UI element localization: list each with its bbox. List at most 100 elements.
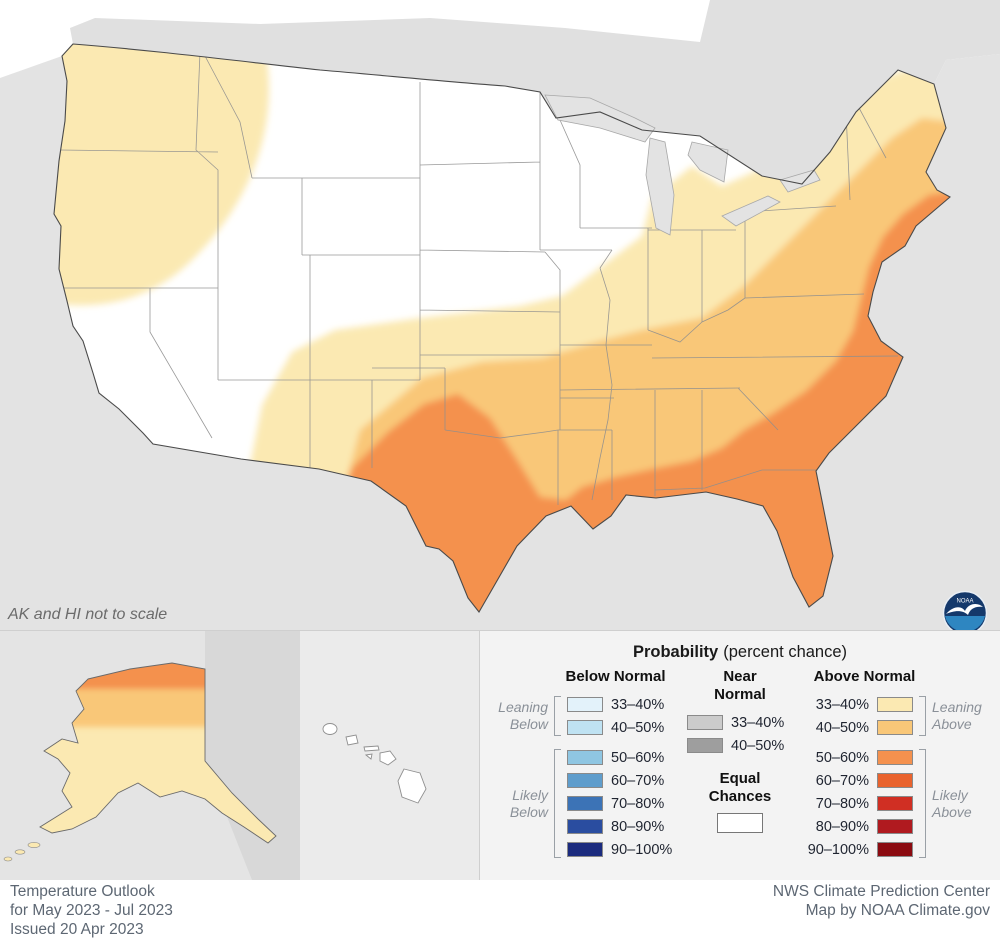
legend-swatch xyxy=(687,715,723,730)
lake-erie xyxy=(721,195,781,227)
legend-row: 50–60% xyxy=(807,746,913,769)
legend-panel: Probability (percent chance) Below Normal… xyxy=(480,631,1000,880)
noaa-logo-text: NOAA xyxy=(956,599,973,605)
near-normal-header: Near Normal xyxy=(714,668,766,703)
noaa-logo: NOAA xyxy=(942,590,988,636)
likely-below-group: Likely Below 50–60% 60–70% 70–80% 80–90% 90–… xyxy=(492,746,673,861)
legend-swatch xyxy=(567,773,603,788)
us-outline xyxy=(53,43,951,613)
likely-below-label: Likely Below xyxy=(509,786,548,820)
legend-row: 50–60% xyxy=(567,746,673,769)
below-leaning-rows: 33–40% 40–50% xyxy=(567,693,673,739)
conus-map xyxy=(0,0,1000,630)
noaa-logo-sea xyxy=(945,616,985,632)
legend-row: 90–100% xyxy=(807,838,913,861)
legend-row: 80–90% xyxy=(567,815,673,838)
legend-swatch xyxy=(877,796,913,811)
leaning-above-group: 33–40% 40–50% Leaning Above xyxy=(807,693,988,739)
ocean-mexico-region xyxy=(0,54,1000,630)
legend-swatch xyxy=(687,738,723,753)
legend-row-label: 60–70% xyxy=(815,772,869,789)
aleutian-islands xyxy=(3,842,41,862)
legend-row-label: 33–40% xyxy=(731,714,785,731)
likely-above-group: 50–60% 60–70% 70–80% 80–90% 90–100% Likely A… xyxy=(807,746,988,861)
legend-row: 60–70% xyxy=(567,769,673,792)
leaning-below-group: Leaning Below 33–40% 40–50% xyxy=(492,693,673,739)
lake-superior xyxy=(544,94,656,143)
noaa-bird-icon xyxy=(946,603,983,615)
legend-column-near-normal: Near Normal 33–40% 40–50% Equal Chances xyxy=(681,668,799,833)
below-normal-header: Below Normal xyxy=(565,668,666,685)
alaska-map xyxy=(3,631,300,880)
footer-line: Issued 20 Apr 2023 xyxy=(10,921,144,938)
legend-swatch xyxy=(877,750,913,765)
legend-row-label: 50–60% xyxy=(611,749,665,766)
hawaii-island xyxy=(345,734,359,746)
legend-columns: Below Normal Leaning Below 33–40% 40–50% … xyxy=(492,668,988,861)
legend-bracket xyxy=(919,749,926,858)
alaska-inset xyxy=(0,631,300,880)
legend-row-label: 90–100% xyxy=(611,841,673,858)
hawaii-island xyxy=(364,753,373,760)
great-lakes xyxy=(544,94,821,236)
legend-row: 40–50% xyxy=(687,734,793,757)
legend-row: 60–70% xyxy=(807,769,913,792)
legend-swatch xyxy=(567,697,603,712)
legend-bracket xyxy=(919,696,926,736)
equal-chances-header: Equal Chances xyxy=(708,770,772,805)
legend-column-above-normal: Above Normal 33–40% 40–50% Leaning Above … xyxy=(807,668,988,861)
canada-region xyxy=(70,0,1000,184)
legend-row-label: 90–100% xyxy=(807,841,869,858)
hawaii-island xyxy=(363,745,380,752)
legend-row: 80–90% xyxy=(807,815,913,838)
hawaii-inset xyxy=(300,631,480,880)
hawaii-island xyxy=(397,768,427,804)
legend-title-main: Probability xyxy=(632,643,719,661)
alaska-outline xyxy=(39,662,277,844)
footer-line: Map by NOAA Climate.gov xyxy=(805,902,990,919)
legend-row: 33–40% xyxy=(567,693,673,716)
legend-row: 70–80% xyxy=(567,792,673,815)
footer-right: NWS Climate Prediction Center Map by NOA… xyxy=(773,882,990,920)
legend-swatch xyxy=(567,819,603,834)
legend-row-label: 40–50% xyxy=(731,737,785,754)
above-normal-header: Above Normal xyxy=(813,668,916,685)
legend-row-label: 33–40% xyxy=(611,696,665,713)
legend-row: 40–50% xyxy=(807,716,913,739)
footer-left: Temperature Outlook for May 2023 - Jul 2… xyxy=(10,882,173,938)
footer-line: NWS Climate Prediction Center xyxy=(772,883,990,900)
legend-swatch xyxy=(877,773,913,788)
above-leaning-rows: 33–40% 40–50% xyxy=(807,693,913,739)
legend-row-label: 70–80% xyxy=(815,795,869,812)
hawaii-island xyxy=(322,723,338,735)
near-normal-rows: 33–40% 40–50% xyxy=(687,711,793,757)
legend-swatch xyxy=(877,819,913,834)
legend-row: 40–50% xyxy=(567,716,673,739)
region-above-33-40-northwest xyxy=(54,44,269,306)
state-borders xyxy=(56,51,899,505)
leaning-above-label: Leaning Above xyxy=(932,699,982,732)
insets-row: Probability (percent chance) Below Normal… xyxy=(0,630,1000,880)
lake-michigan xyxy=(645,137,675,236)
legend-swatch xyxy=(567,796,603,811)
leaning-below-label: Leaning Below xyxy=(498,699,548,732)
legend-row-label: 70–80% xyxy=(611,795,665,812)
footer-line: for May 2023 - Jul 2023 xyxy=(10,902,173,919)
footer: Temperature Outlook for May 2023 - Jul 2… xyxy=(0,880,1000,938)
legend-swatch xyxy=(877,842,913,857)
legend-row: 70–80% xyxy=(807,792,913,815)
legend-title: Probability (percent chance) xyxy=(492,643,988,662)
legend-column-below-normal: Below Normal Leaning Below 33–40% 40–50% … xyxy=(492,668,673,861)
hawaii-map xyxy=(322,723,427,804)
legend-swatch xyxy=(567,720,603,735)
legend-row-label: 40–50% xyxy=(611,719,665,736)
legend-row-label: 40–50% xyxy=(815,719,869,736)
scale-note: AK and HI not to scale xyxy=(8,606,168,623)
above-likely-rows: 50–60% 60–70% 70–80% 80–90% 90–100% xyxy=(807,746,913,861)
below-likely-rows: 50–60% 60–70% 70–80% 80–90% 90–100% xyxy=(567,746,673,861)
legend-title-suffix: (percent chance) xyxy=(723,643,848,661)
legend-row-label: 50–60% xyxy=(815,749,869,766)
legend-row: 33–40% xyxy=(687,711,793,734)
hawaii-island xyxy=(379,750,397,766)
